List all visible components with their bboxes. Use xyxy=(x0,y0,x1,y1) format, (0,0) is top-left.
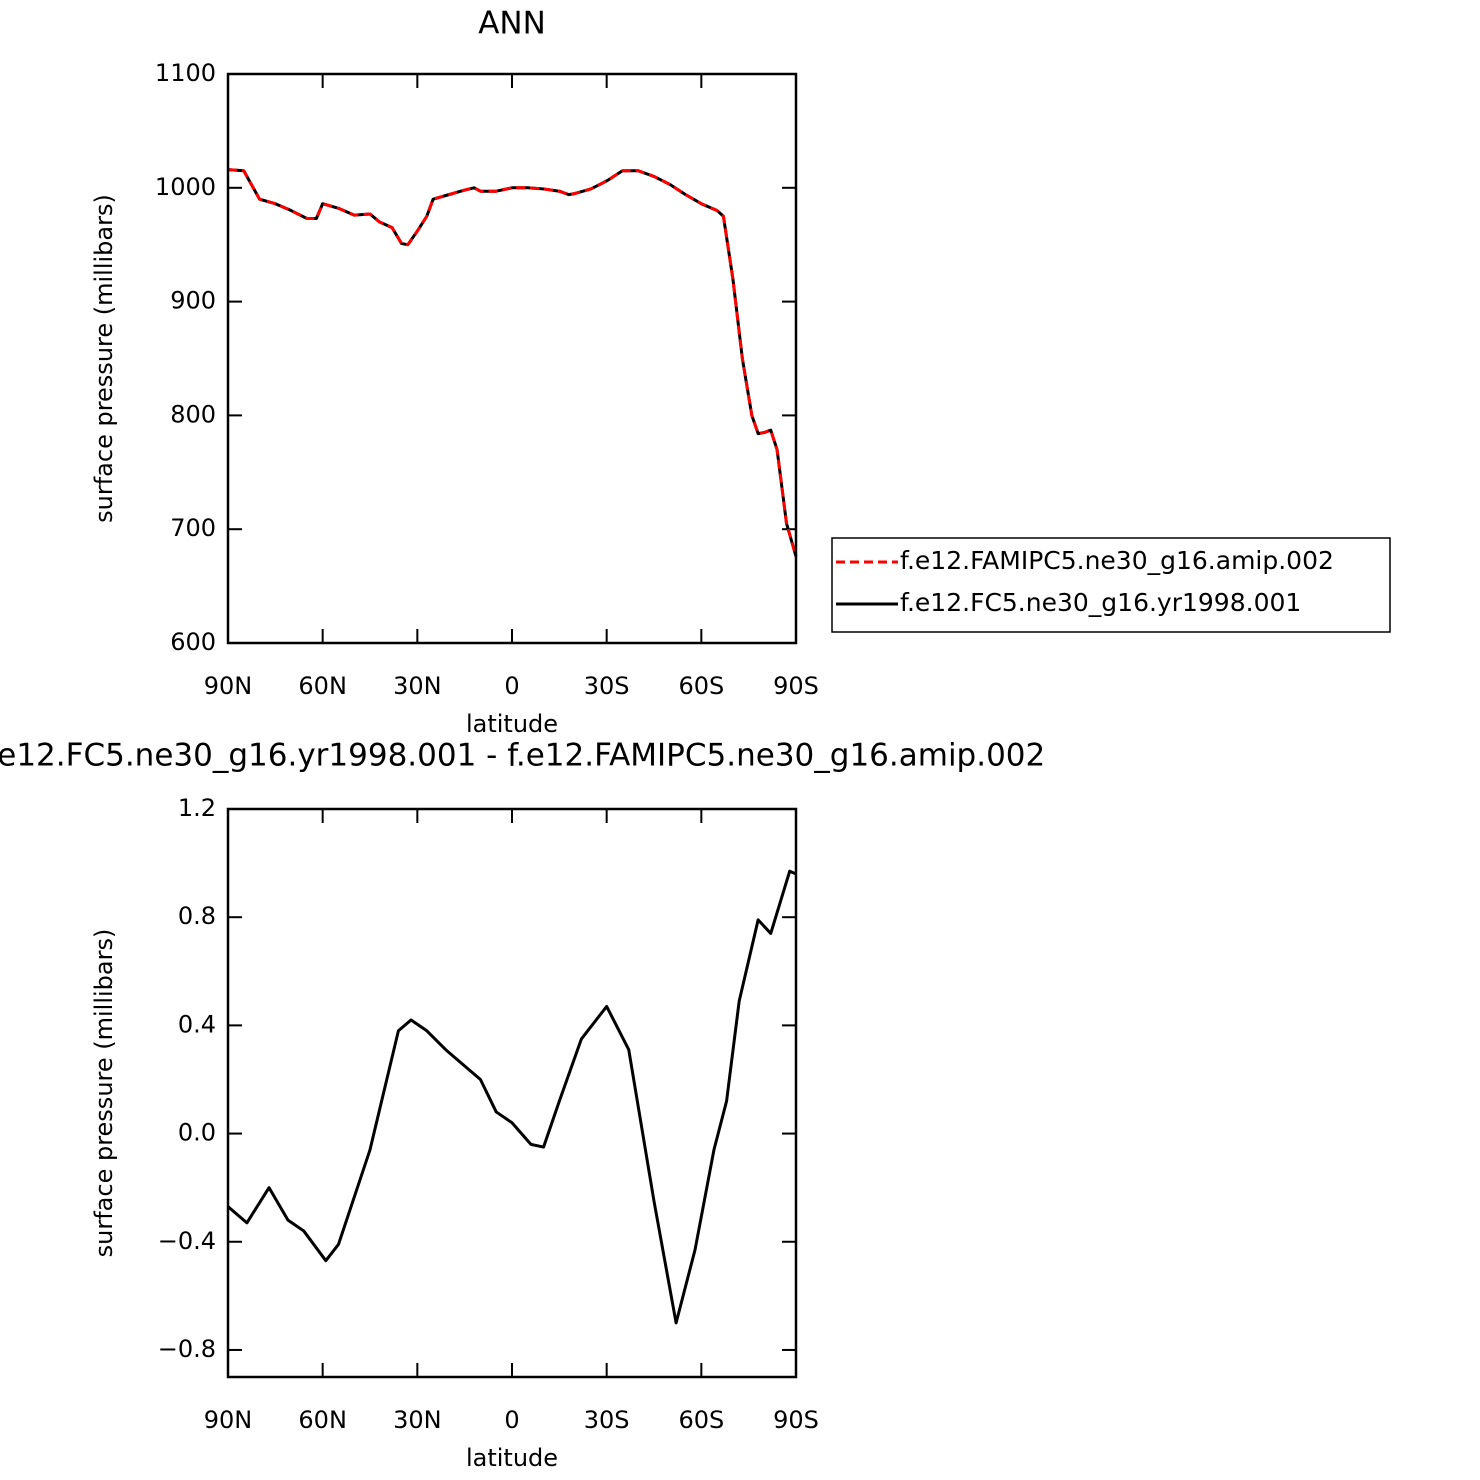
x-tick-label: 90S xyxy=(773,672,819,700)
y-tick-label: 1.2 xyxy=(178,794,216,822)
y-tick-label: 0.4 xyxy=(178,1010,216,1038)
x-tick-label: 60S xyxy=(678,672,724,700)
y-tick-label: 800 xyxy=(170,400,216,428)
plot-frame xyxy=(226,807,798,1379)
x-tick-label: 30N xyxy=(393,672,442,700)
x-tick-label: 30N xyxy=(393,1406,442,1434)
x-tick-label: 90N xyxy=(204,1406,253,1434)
legend-box xyxy=(831,537,1391,633)
y-tick-label: −0.8 xyxy=(158,1335,216,1363)
y-axis-label: surface pressure (millibars) xyxy=(90,194,118,523)
x-axis-label: latitude xyxy=(466,710,558,738)
data-line xyxy=(227,869,797,1325)
chart-title: f.e12.FC5.ne30_g16.yr1998.001 - f.e12.FA… xyxy=(0,738,1045,774)
legend-label: f.e12.FC5.ne30_g16.yr1998.001 xyxy=(900,588,1301,617)
y-tick-label: 0.0 xyxy=(178,1119,216,1147)
y-tick-label: 1100 xyxy=(155,59,216,87)
y-tick-label: 900 xyxy=(170,287,216,315)
x-tick-label: 90S xyxy=(773,1406,819,1434)
x-tick-label: 30S xyxy=(584,672,630,700)
legend-label: f.e12.FAMIPC5.ne30_g16.amip.002 xyxy=(900,546,1334,575)
x-tick-label: 30S xyxy=(584,1406,630,1434)
data-line xyxy=(227,168,798,557)
y-tick-label: 1000 xyxy=(155,173,216,201)
plot-frame xyxy=(226,72,798,645)
chart-title: ANN xyxy=(478,6,546,42)
x-tick-label: 60S xyxy=(678,1406,724,1434)
x-tick-label: 0 xyxy=(504,1406,519,1434)
x-axis-label: latitude xyxy=(466,1444,558,1472)
x-tick-label: 90N xyxy=(204,672,253,700)
y-tick-label: 0.8 xyxy=(178,902,216,930)
x-tick-label: 60N xyxy=(298,1406,347,1434)
y-tick-label: −0.4 xyxy=(158,1227,216,1255)
y-tick-label: 700 xyxy=(170,514,216,542)
x-tick-label: 60N xyxy=(298,672,347,700)
y-axis-label: surface pressure (millibars) xyxy=(90,929,118,1258)
y-tick-label: 600 xyxy=(170,628,216,656)
x-tick-label: 0 xyxy=(504,672,519,700)
data-line xyxy=(227,168,798,557)
